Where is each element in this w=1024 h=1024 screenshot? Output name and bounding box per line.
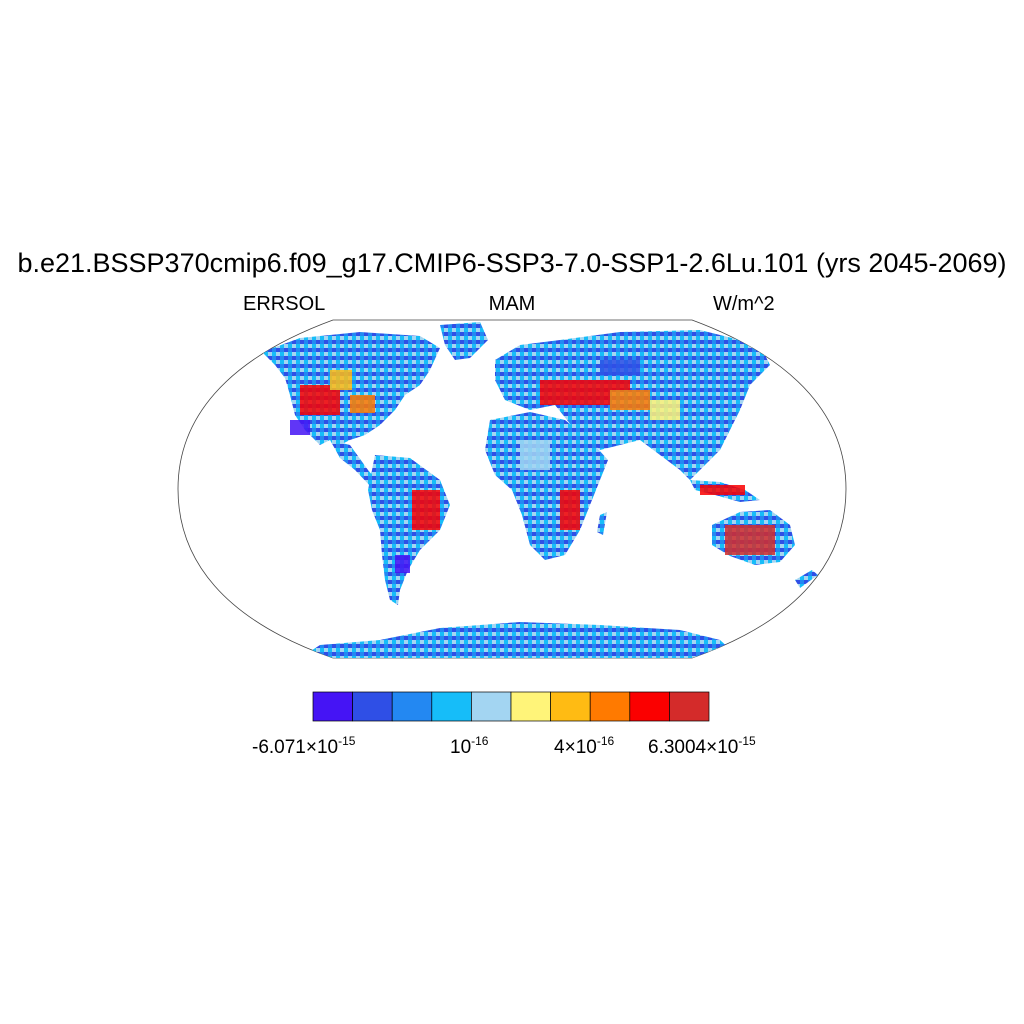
colorbar-box: [391, 691, 433, 722]
colorbar-box: [431, 691, 472, 722]
units-label: W/m^2: [713, 293, 775, 315]
colorbar-box: [550, 691, 591, 722]
continent-antarctica: [300, 622, 740, 658]
anomaly-patches: [290, 360, 775, 573]
colorbar-box: [589, 691, 631, 722]
continent-greenland: [440, 322, 488, 360]
island-new-zealand: [795, 570, 818, 588]
colorbar-box: [510, 691, 551, 722]
colorbar-box: [352, 691, 393, 722]
island-madagascar: [597, 512, 607, 535]
colorbar-label-min: -6.071×10-15: [252, 734, 356, 758]
plot-title: b.e21.BSSP370cmip6.f09_g17.CMIP6-SSP3-7.…: [17, 248, 1007, 278]
season-label: MAM: [488, 293, 536, 315]
colorbar-box: [629, 691, 670, 722]
colorbar-box: [312, 691, 353, 722]
colorbar-label-3: 4×10-16: [554, 734, 615, 758]
variable-label: ERRSOL: [243, 293, 326, 315]
continent-central-america: [330, 440, 378, 488]
colorbar-label-2: 10-16: [450, 734, 489, 758]
colorbar-label-max: 6.3004×10-15: [648, 734, 756, 758]
colorbar-box: [669, 691, 710, 722]
colorbar-box: [471, 691, 512, 722]
